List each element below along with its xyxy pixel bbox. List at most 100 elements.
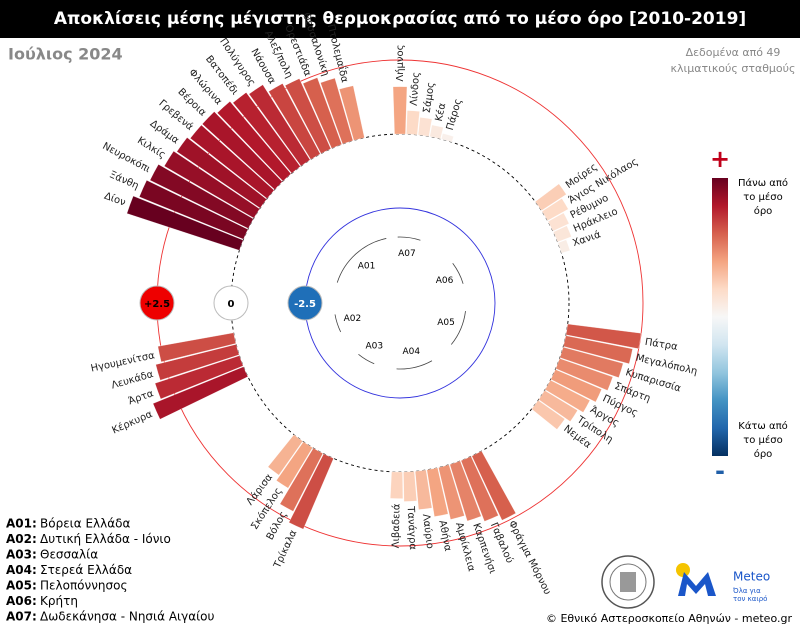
bar <box>267 434 303 476</box>
station-label: Λευκάδα <box>110 368 155 392</box>
legend-key: A05: <box>6 579 37 593</box>
bar <box>426 467 449 517</box>
bar <box>164 150 260 219</box>
bar <box>531 400 566 430</box>
group-code: A04 <box>402 347 420 357</box>
bar <box>471 450 517 521</box>
tick-label: 0 <box>228 299 235 310</box>
colorbar-label: Πάνω από <box>738 177 788 189</box>
station-label: Τανάγρα <box>405 505 419 551</box>
bar <box>553 225 572 243</box>
group-arc <box>358 353 375 365</box>
tick-marker <box>139 285 175 321</box>
tick-marker <box>287 285 323 321</box>
bar <box>302 77 342 149</box>
group-code: A07 <box>398 249 416 259</box>
group-arc <box>336 238 387 283</box>
group-arc <box>396 360 433 370</box>
colorbar <box>712 178 728 456</box>
legend-name: Κρήτη <box>40 594 78 608</box>
station-label: Δίον <box>103 190 128 209</box>
bar <box>339 85 365 141</box>
group-arc <box>397 236 421 241</box>
bar <box>152 366 249 420</box>
legend-name: Θεσσαλία <box>40 548 98 562</box>
group-arc <box>452 263 464 284</box>
bar <box>154 355 244 400</box>
bar <box>438 464 465 520</box>
group-code: A03 <box>365 341 383 351</box>
station-label: Κιλκίς <box>135 134 168 161</box>
logo-tagline: Όλα για <box>732 587 761 595</box>
legend-key: A01: <box>6 517 37 531</box>
observatory-seal <box>601 555 655 609</box>
group-arc <box>334 314 342 333</box>
station-label: Λήμνος <box>394 45 406 82</box>
meteo-logo <box>676 563 716 596</box>
bar <box>155 344 240 381</box>
bar <box>541 198 569 221</box>
legend-name: Δυτική Ελλάδα - Ιόνιο <box>40 532 171 546</box>
station-label: Λαύριο <box>420 513 436 549</box>
bar <box>392 86 408 135</box>
station-label: Κέρκυρα <box>110 408 154 437</box>
colorbar-label: όρο <box>754 205 773 217</box>
grid-circle <box>230 133 570 473</box>
colorbar-label: Κάτω από <box>738 420 787 432</box>
bar <box>538 390 578 422</box>
bar <box>449 460 482 522</box>
bar <box>276 441 313 489</box>
legend-key: A07: <box>6 610 37 624</box>
group-code: A06 <box>436 276 454 286</box>
bar <box>565 323 642 349</box>
bar <box>415 469 433 510</box>
station-label: Άρτα <box>127 387 156 407</box>
bar <box>547 212 570 232</box>
bar <box>320 77 354 145</box>
colorbar-label: το μέσο <box>743 191 783 203</box>
legend-key: A03: <box>6 548 37 562</box>
note: κλιματικούς σταθμούς <box>671 62 796 75</box>
legend-name: Πελοπόννησος <box>40 579 128 593</box>
bar <box>406 110 420 136</box>
bar <box>544 379 591 413</box>
title-bar <box>0 0 800 38</box>
legend-name: Δωδεκάνησα - Νησιά Αιγαίου <box>40 610 215 624</box>
station-label: Λιβαδειά <box>390 503 403 548</box>
colorbar-label: όρο <box>754 448 773 460</box>
bar <box>563 335 633 364</box>
bar <box>217 101 292 182</box>
bar <box>555 358 613 391</box>
legend-name: Βόρεια Ελλάδα <box>40 517 131 531</box>
station-label: Αθήνα <box>436 519 454 553</box>
grid-circle <box>304 207 496 399</box>
legend-key: A02: <box>6 532 37 546</box>
station-label: Ξάνθη <box>108 168 141 192</box>
tick-label: -2.5 <box>294 299 316 310</box>
station-label: Πάρος <box>444 97 464 132</box>
bar <box>157 332 237 363</box>
bar <box>550 369 602 403</box>
colorbar-label: το μέσο <box>743 434 783 446</box>
bar <box>139 180 249 240</box>
chart-title: Αποκλίσεις μέσης μέγιστης θερμοκρασίας α… <box>54 9 746 29</box>
group-code: A02 <box>344 314 362 324</box>
bar <box>460 456 499 522</box>
bar <box>248 84 311 167</box>
bar <box>557 239 571 254</box>
bar <box>268 83 321 160</box>
bar <box>176 137 267 209</box>
bar <box>429 124 444 140</box>
bar <box>288 453 334 530</box>
bar <box>279 447 324 512</box>
bar <box>232 92 301 174</box>
bar <box>126 195 244 251</box>
legend-key: A04: <box>6 563 37 577</box>
legend-key: A06: <box>6 594 37 608</box>
bar <box>403 471 417 502</box>
bar <box>417 117 433 137</box>
colorbar-top-symbol: + <box>710 145 730 173</box>
legend-name: Στερεά Ελλάδα <box>40 563 132 577</box>
bar <box>149 164 254 229</box>
